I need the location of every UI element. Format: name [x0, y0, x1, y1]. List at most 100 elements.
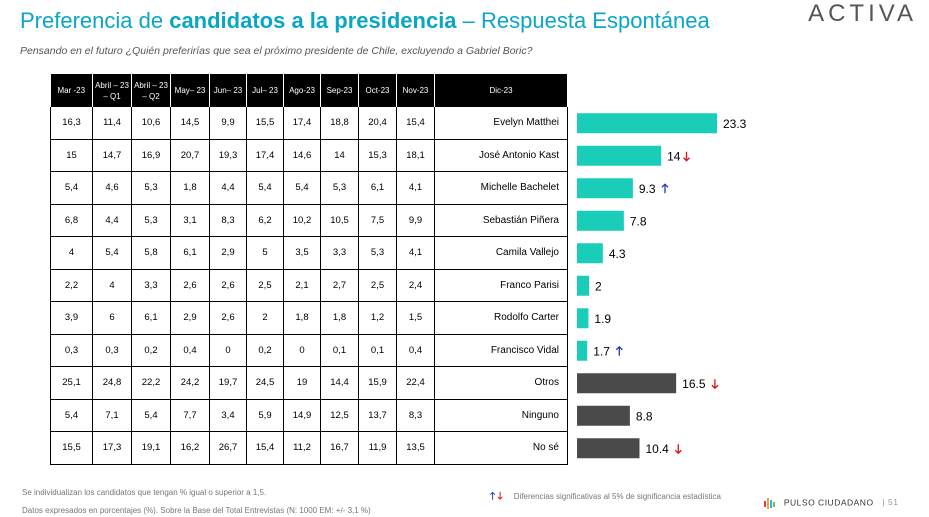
table-cell: 5,4	[50, 171, 93, 205]
pulso-ciudadano-brand: PULSO CIUDADANO | 51	[763, 496, 898, 510]
candidate-name: Francisco Vidal	[434, 334, 568, 367]
table-cell: 22,2	[131, 366, 171, 400]
column-header: Abril – 23 – Q1	[92, 74, 132, 107]
table-cell: 20,7	[170, 139, 210, 172]
page-number: | 51	[882, 497, 899, 508]
arrow-down-icon	[683, 151, 690, 162]
table-row: 4 5,4 5,8 6,1 2,9 5 3,5 3,3 5,3 4,1 Camila Vallejo	[50, 236, 568, 270]
candidate-name: Evelyn Matthei	[434, 107, 568, 140]
table-cell: 3,1	[170, 204, 210, 237]
table-cell: 6,8	[50, 204, 93, 237]
table-row: 15 14,7 16,9 20,7 19,3 17,4 14,6 14 15,3 18,1 José…	[50, 139, 568, 172]
table-cell: 4,1	[396, 171, 435, 205]
table-cell: 1,8	[283, 301, 321, 335]
column-header: Dic-23	[434, 74, 568, 107]
column-header: Ago-23	[283, 74, 321, 107]
table-cell: 17,4	[283, 107, 321, 140]
table-cell: 0,2	[131, 334, 171, 367]
page-title: Preferencia de candidatos a la presidenc…	[20, 8, 710, 34]
table-row: 0,3 0,3 0,2 0,4 0 0,2 0 0,1 0,1 0,4 Francisco Vida…	[50, 334, 568, 367]
table-cell: 24,2	[170, 366, 210, 400]
table-cell: 15,4	[246, 431, 284, 465]
bar-value-label: 2	[595, 279, 602, 293]
table-cell: 18,1	[396, 139, 435, 172]
table-cell: 2,6	[170, 269, 210, 302]
table-cell: 1,5	[396, 301, 435, 335]
table-cell: 19,1	[131, 431, 171, 465]
table-cell: 1,8	[170, 171, 210, 205]
bar-value-label: 14	[667, 149, 681, 163]
table-cell: 2,5	[246, 269, 284, 302]
table-cell: 5,4	[131, 399, 171, 432]
bar-value-label: 1.9	[594, 312, 611, 326]
table-cell: 3,9	[50, 301, 93, 335]
table-cell: 19	[283, 366, 321, 400]
table-cell: 0,2	[246, 334, 284, 367]
table-cell: 7,5	[358, 204, 397, 237]
table-cell: 5	[246, 236, 284, 270]
table-cell: 2,9	[170, 301, 210, 335]
bar	[577, 145, 662, 166]
table-cell: 15,9	[358, 366, 397, 400]
bar-value-label: 1.7	[593, 344, 610, 358]
column-header: Jun– 23	[209, 74, 247, 107]
table-cell: 5,4	[50, 399, 93, 432]
table-cell: 3,5	[283, 236, 321, 270]
table-cell: 10,6	[131, 107, 171, 140]
title-part-bold: candidatos a la presidencia	[169, 8, 457, 33]
table-cell: 20,4	[358, 107, 397, 140]
table-row: 25,1 24,8 22,2 24,2 19,7 24,5 19 14,4 15,9 22,4 Ot…	[50, 366, 568, 400]
table-cell: 9,9	[209, 107, 247, 140]
table-cell: 2,7	[320, 269, 359, 302]
table-cell: 2,9	[209, 236, 247, 270]
table-cell: 5,4	[92, 236, 132, 270]
table-cell: 5,8	[131, 236, 171, 270]
table-cell: 14,9	[283, 399, 321, 432]
candidate-name: Otros	[434, 366, 568, 400]
table-cell: 2,6	[209, 301, 247, 335]
table-cell: 16,3	[50, 107, 93, 140]
table-cell: 2	[246, 301, 284, 335]
candidate-name: No sé	[434, 431, 568, 465]
table-cell: 0,1	[358, 334, 397, 367]
table-cell: 6,1	[358, 171, 397, 205]
table-cell: 2,2	[50, 269, 93, 302]
table-cell: 6,1	[170, 236, 210, 270]
table-cell: 15,4	[396, 107, 435, 140]
table-cell: 9,9	[396, 204, 435, 237]
table-cell: 4	[92, 269, 132, 302]
bar	[577, 210, 624, 231]
candidate-name: José Antonio Kast	[434, 139, 568, 172]
table-cell: 0,4	[396, 334, 435, 367]
table-row: 6,8 4,4 5,3 3,1 8,3 6,2 10,2 10,5 7,5 9,9 Sebastiá…	[50, 204, 568, 237]
table-row: 5,4 7,1 5,4 7,7 3,4 5,9 14,9 12,5 13,7 8,3 Ninguno	[50, 399, 568, 432]
table-cell: 7,7	[170, 399, 210, 432]
candidate-name: Franco Parisi	[434, 269, 568, 302]
table-cell: 4,6	[92, 171, 132, 205]
table-cell: 0,3	[92, 334, 132, 367]
table-cell: 14,5	[170, 107, 210, 140]
table-cell: 6,2	[246, 204, 284, 237]
table-cell: 24,5	[246, 366, 284, 400]
bar	[577, 275, 590, 296]
table-cell: 18,8	[320, 107, 359, 140]
table-cell: 14,4	[320, 366, 359, 400]
column-header: Jul– 23	[246, 74, 284, 107]
table-cell: 0	[209, 334, 247, 367]
candidate-name: Rodolfo Carter	[434, 301, 568, 335]
history-table: Mar -23 Abril – 23 – Q1 Abril – 23 – Q2 May…	[50, 74, 568, 465]
table-cell: 5,4	[246, 171, 284, 205]
bar-value-label: 10.4	[645, 442, 669, 456]
table-cell: 3,4	[209, 399, 247, 432]
table-cell: 7,1	[92, 399, 132, 432]
title-part-normal: Preferencia de	[20, 8, 170, 33]
column-header: Oct-23	[358, 74, 397, 107]
table-cell: 24,8	[92, 366, 132, 400]
table-cell: 3,3	[131, 269, 171, 302]
table-cell: 10,2	[283, 204, 321, 237]
table-cell: 15,5	[246, 107, 284, 140]
table-header-row: Mar -23 Abril – 23 – Q1 Abril – 23 – Q2 May…	[50, 74, 568, 107]
bar-value-label: 16.5	[682, 377, 706, 391]
table-cell: 1,2	[358, 301, 397, 335]
table-cell: 10,5	[320, 204, 359, 237]
